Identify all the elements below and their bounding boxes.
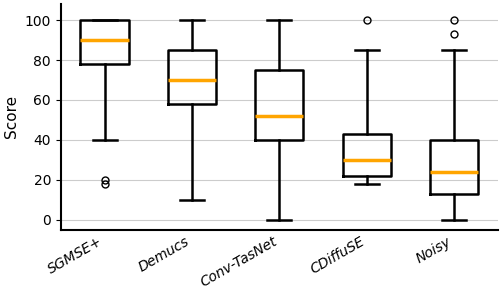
Y-axis label: Score: Score xyxy=(4,95,19,138)
